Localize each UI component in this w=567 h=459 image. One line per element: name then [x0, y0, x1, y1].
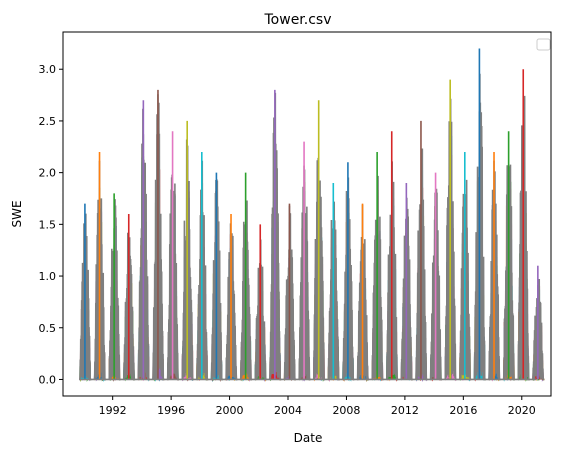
- x-tick-label: 1992: [99, 404, 127, 417]
- x-tick-label: 2004: [274, 404, 302, 417]
- x-axis-label: Date: [294, 431, 323, 445]
- y-tick-label: 3.0: [39, 63, 57, 76]
- y-tick-label: 0.0: [39, 373, 57, 386]
- y-axis-ticks: 0.0 0.5 1.0 1.5 2.0 2.5 3.0: [39, 63, 64, 386]
- x-tick-label: 2016: [449, 404, 477, 417]
- y-tick-label: 1.5: [39, 218, 57, 231]
- x-axis-ticks: 1992 1996 2000 2004 2008 2012 2016 2020: [99, 396, 536, 417]
- y-tick-label: 2.5: [39, 115, 57, 128]
- series-layer: [79, 49, 544, 380]
- y-tick-label: 1.0: [39, 270, 57, 283]
- x-tick-label: 2012: [391, 404, 419, 417]
- y-tick-label: 2.0: [39, 167, 57, 180]
- x-tick-label: 2000: [216, 404, 244, 417]
- legend-box: [537, 39, 550, 50]
- x-tick-label: 2008: [332, 404, 360, 417]
- y-tick-label: 0.5: [39, 322, 57, 335]
- chart-title: Tower.csv: [264, 12, 332, 28]
- x-tick-label: 1996: [157, 404, 185, 417]
- y-axis-label: SWE: [10, 200, 24, 227]
- x-tick-label: 2020: [508, 404, 536, 417]
